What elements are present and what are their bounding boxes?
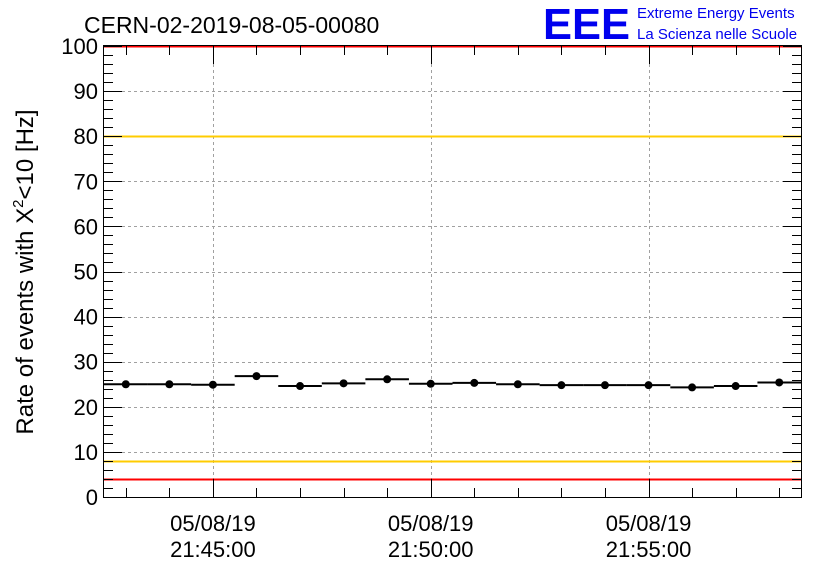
data-point [513,380,522,389]
y-axis-label-main: Rate of events with X [12,208,39,435]
x-tick-label-date: 05/08/19 [388,511,474,536]
data-point [731,382,740,391]
data-point [208,380,217,389]
y-axis-label: Rate of events with X2<10 [Hz] [10,109,39,434]
data-point [470,378,479,387]
data-point [644,381,653,390]
data-point [165,380,174,389]
eee-logo-line2: La Scienza nelle Scuole [637,26,797,43]
reference-lines [104,45,801,481]
y-axis-label-sup: 2 [10,199,27,207]
data-point [252,372,261,381]
y-tick-label: 20 [74,395,98,420]
data-point [775,378,784,387]
y-tick-label: 0 [86,485,98,510]
data-point [426,379,435,388]
data-point [688,383,697,392]
y-tick-label: 30 [74,350,98,375]
tick-labels: 010203040506070809010005/08/1921:45:0005… [61,34,691,562]
x-tick-label-time: 21:55:00 [606,537,692,562]
x-tick-label-time: 21:50:00 [388,537,474,562]
data-point [600,381,609,390]
grid-lines [104,46,801,497]
eee-logo: EEE Extreme Energy Events La Scienza nel… [543,0,797,49]
data-point [121,380,130,389]
chart-title: CERN-02-2019-08-05-00080 [84,12,379,38]
x-tick-label-date: 05/08/19 [606,511,692,536]
data-point [557,381,566,390]
y-tick-label: 70 [74,169,98,194]
data-point [339,379,348,388]
eee-logo-line1: Extreme Energy Events [637,5,795,22]
y-tick-label: 50 [74,260,98,285]
y-tick-label: 80 [74,124,98,149]
y-tick-label: 40 [74,305,98,330]
data-points [104,372,801,392]
x-tick-label-date: 05/08/19 [170,511,256,536]
data-point [296,382,305,391]
y-tick-label: 90 [74,79,98,104]
y-tick-label: 60 [74,214,98,239]
y-axis-label-tail: <10 [Hz] [12,109,39,199]
x-tick-label-time: 21:45:00 [170,537,256,562]
y-tick-label: 10 [74,440,98,465]
axis-ticks [104,46,801,498]
y-tick-label: 100 [61,34,98,59]
plot-frame [103,45,802,498]
eee-logo-mark: EEE [543,0,630,49]
data-point [383,375,392,384]
